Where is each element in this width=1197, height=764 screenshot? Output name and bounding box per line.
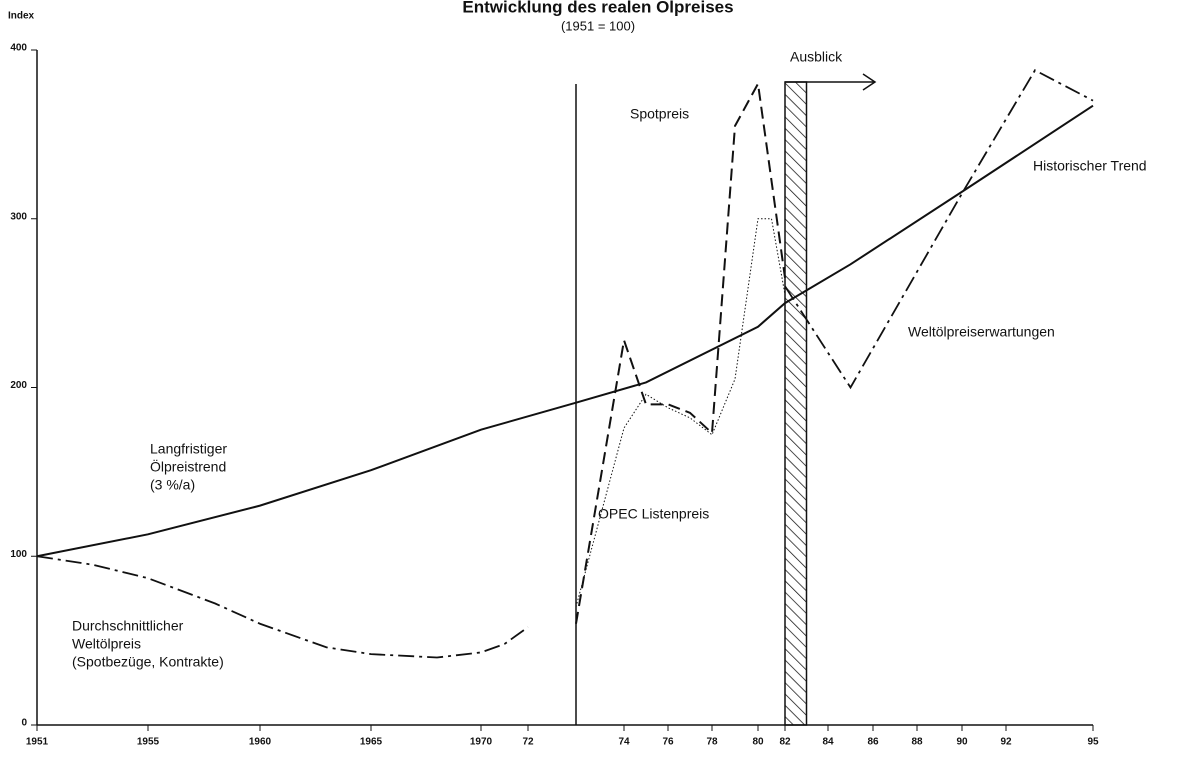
x-tick-label: 90 bbox=[956, 737, 968, 748]
chart-subtitle: (1951 = 100) bbox=[561, 18, 635, 33]
series-line bbox=[575, 218, 786, 608]
series-line bbox=[36, 104, 1094, 558]
series-label: Weltölpreis bbox=[72, 636, 141, 652]
x-tick-label: 76 bbox=[662, 737, 674, 748]
x-tick-label: 88 bbox=[911, 737, 923, 748]
x-tick-label: 95 bbox=[1087, 737, 1099, 748]
x-tick-label: 1955 bbox=[137, 737, 160, 748]
y-tick-label: 200 bbox=[10, 380, 27, 391]
outlook-arrow bbox=[785, 73, 877, 91]
x-tick-label: 86 bbox=[867, 737, 879, 748]
series-line bbox=[575, 80, 786, 624]
x-tick-label: 84 bbox=[822, 737, 834, 748]
y-tick-label: 0 bbox=[21, 718, 27, 729]
outlook-band bbox=[784, 81, 808, 726]
outlook-label: Ausblick bbox=[790, 49, 843, 65]
x-tick-label: 80 bbox=[752, 737, 764, 748]
trend-label: Langfristiger bbox=[150, 441, 227, 457]
trend-label: (3 %/a) bbox=[150, 477, 195, 493]
x-tick-label: 82 bbox=[779, 737, 791, 748]
series-label: (Spotbezüge, Kontrakte) bbox=[72, 654, 224, 670]
series-label: Durchschnittlicher bbox=[72, 618, 184, 634]
y-tick-label: 300 bbox=[10, 211, 27, 222]
series-label: Spotpreis bbox=[630, 106, 689, 122]
x-tick-label: 78 bbox=[706, 737, 718, 748]
x-tick-label: 1951 bbox=[26, 737, 49, 748]
x-tick-label: 92 bbox=[1000, 737, 1012, 748]
trend-label: Ölpreistrend bbox=[150, 458, 226, 475]
chart-title: Entwicklung des realen Ölpreises bbox=[462, 0, 733, 16]
series-line bbox=[784, 69, 1094, 390]
x-tick-label: 74 bbox=[618, 737, 630, 748]
series-label: OPEC Listenpreis bbox=[598, 506, 709, 522]
series-line bbox=[36, 555, 529, 659]
x-tick-label: 1965 bbox=[360, 737, 383, 748]
x-tick-label: 1970 bbox=[470, 737, 493, 748]
y-tick-label: 400 bbox=[10, 43, 27, 54]
series-label: Historischer Trend bbox=[1033, 158, 1147, 174]
series-label: Weltölpreiserwartungen bbox=[908, 324, 1055, 340]
y-tick-label: 100 bbox=[10, 549, 27, 560]
y-axis-label: Index bbox=[8, 11, 35, 22]
x-tick-label: 1960 bbox=[249, 737, 272, 748]
x-tick-label: 72 bbox=[522, 737, 534, 748]
